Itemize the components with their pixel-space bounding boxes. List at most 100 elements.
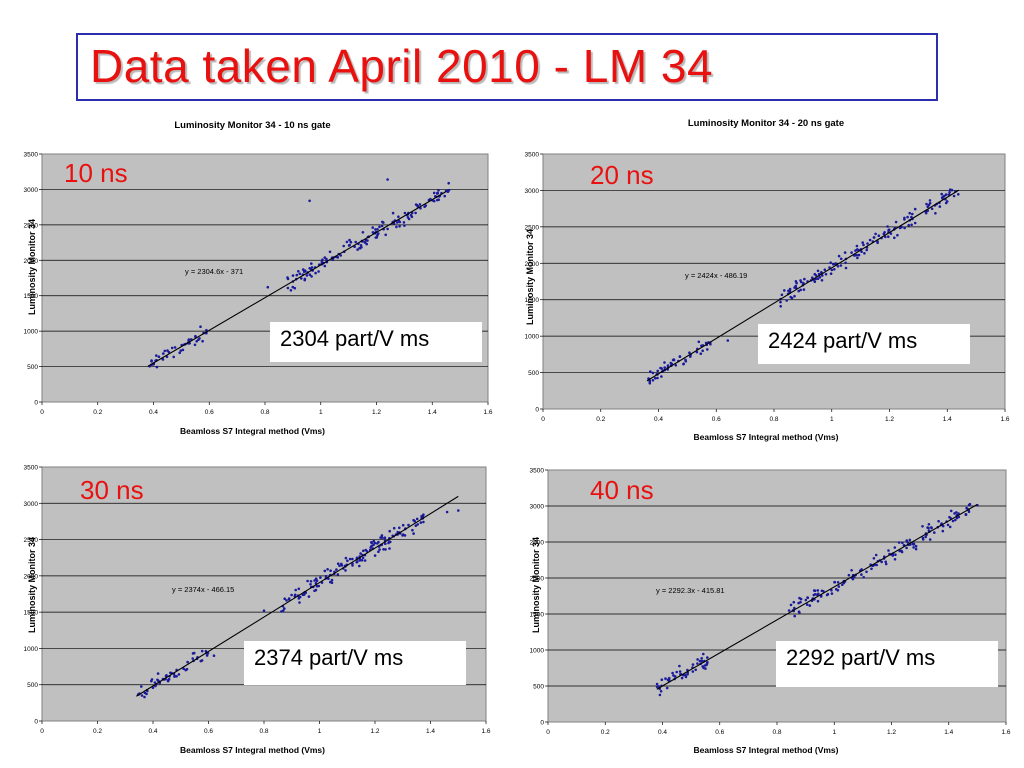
data-point — [805, 603, 809, 606]
data-point — [348, 238, 351, 242]
data-point — [391, 211, 395, 215]
gate-label: 20 ns — [590, 160, 654, 190]
scatter-chart-30ns: 0 500 1000 1500 2000 2500 3000 3500 0 0.2 0.4 0.6 0.… — [24, 465, 491, 736]
data-point — [804, 598, 808, 602]
x-tick-label: 1.2 — [372, 409, 381, 416]
y-tick-label: 1500 — [525, 297, 540, 304]
y-tick-label: 3000 — [24, 501, 39, 508]
y-tick-label: 0 — [34, 719, 38, 726]
data-point — [181, 348, 185, 352]
data-point — [787, 609, 791, 612]
data-point — [893, 558, 897, 561]
x-tick-label: 0.8 — [769, 416, 778, 423]
data-point — [833, 580, 836, 584]
data-point — [667, 678, 671, 682]
data-point — [363, 240, 366, 244]
data-point — [407, 217, 411, 221]
gate-label: 40 ns — [590, 475, 654, 505]
data-point — [386, 178, 389, 181]
data-point — [165, 674, 168, 677]
data-point — [826, 592, 830, 596]
slide-title-box: Data taken April 2010 - LM 34 — [76, 33, 938, 101]
data-point — [862, 243, 865, 247]
x-tick-label: 1.4 — [426, 728, 435, 735]
x-tick-label: 0.6 — [204, 728, 213, 735]
data-point — [942, 195, 945, 198]
data-point — [816, 589, 820, 592]
data-point — [422, 520, 425, 524]
data-point — [157, 355, 161, 358]
data-point — [446, 189, 449, 193]
data-point — [803, 277, 806, 281]
y-tick-label: 1000 — [24, 646, 39, 653]
data-point — [695, 350, 699, 354]
data-point — [802, 281, 805, 285]
y-tick-label: 0 — [535, 407, 539, 414]
data-point — [178, 351, 181, 355]
scatter-chart-20ns: 0 500 1000 1500 2000 2500 3000 3500 0 0.2 0.4 0.6 0.… — [525, 152, 1010, 424]
data-point — [836, 265, 840, 268]
y-tick-label: 1500 — [24, 610, 39, 617]
data-point — [870, 567, 873, 571]
x-tick-label: 1.6 — [1000, 416, 1009, 423]
data-point — [671, 671, 674, 675]
data-point — [388, 529, 392, 533]
trendline-equation: y = 2304.6x - 371 — [185, 267, 243, 276]
data-point — [948, 525, 952, 529]
data-point — [336, 255, 339, 259]
data-point — [700, 657, 703, 660]
data-point — [432, 191, 436, 195]
data-point — [907, 223, 910, 227]
data-point — [691, 670, 695, 673]
data-point — [419, 521, 423, 524]
data-point — [837, 585, 841, 588]
y-tick-label: 0 — [34, 400, 38, 407]
rate-label-box: 2292 part/V ms — [776, 641, 998, 687]
data-point — [200, 659, 204, 662]
chart-panel-40ns: 0 500 1000 1500 2000 2500 3000 3500 0 0.2 0.4 0.6 0.… — [508, 455, 1024, 768]
data-point — [386, 227, 389, 231]
y-tick-label: 2000 — [24, 573, 39, 580]
data-point — [414, 203, 418, 206]
data-point — [891, 554, 895, 557]
plot-area — [41, 153, 489, 403]
data-point — [860, 573, 863, 576]
data-point — [301, 268, 305, 271]
x-tick-label: 0.4 — [149, 409, 158, 416]
data-point — [383, 536, 387, 539]
y-tick-label: 3500 — [530, 468, 545, 475]
data-point — [930, 526, 933, 530]
data-point — [928, 199, 932, 202]
data-point — [829, 272, 833, 275]
data-point — [877, 234, 881, 237]
data-point — [298, 601, 301, 604]
x-tick-label: 0.2 — [93, 728, 102, 735]
data-point — [811, 276, 814, 279]
data-point — [954, 518, 957, 522]
data-point — [281, 609, 285, 612]
data-point — [709, 342, 712, 346]
data-point — [684, 673, 687, 677]
data-point — [323, 264, 327, 268]
y-tick-label: 500 — [27, 682, 38, 689]
data-point — [896, 233, 899, 237]
data-point — [914, 547, 918, 551]
data-point — [905, 546, 908, 550]
data-point — [872, 557, 876, 560]
data-point — [903, 226, 906, 230]
data-point — [326, 568, 329, 571]
data-point — [339, 254, 343, 257]
data-point — [309, 580, 313, 583]
y-axis-label: Luminosity Monitor 34 — [525, 229, 535, 326]
data-point — [901, 541, 904, 545]
data-point — [701, 665, 704, 668]
rate-label-box: 2424 part/V ms — [758, 324, 970, 364]
data-point — [797, 289, 800, 293]
data-point — [179, 349, 183, 352]
data-point — [373, 541, 377, 545]
data-point — [361, 231, 365, 234]
data-point — [834, 587, 838, 591]
data-point — [173, 674, 176, 678]
data-point — [704, 667, 707, 670]
data-point — [703, 664, 707, 667]
